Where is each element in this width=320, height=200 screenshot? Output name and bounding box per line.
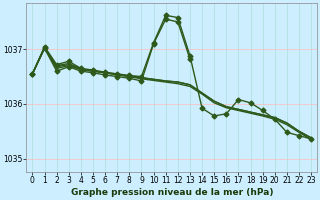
X-axis label: Graphe pression niveau de la mer (hPa): Graphe pression niveau de la mer (hPa) — [70, 188, 273, 197]
